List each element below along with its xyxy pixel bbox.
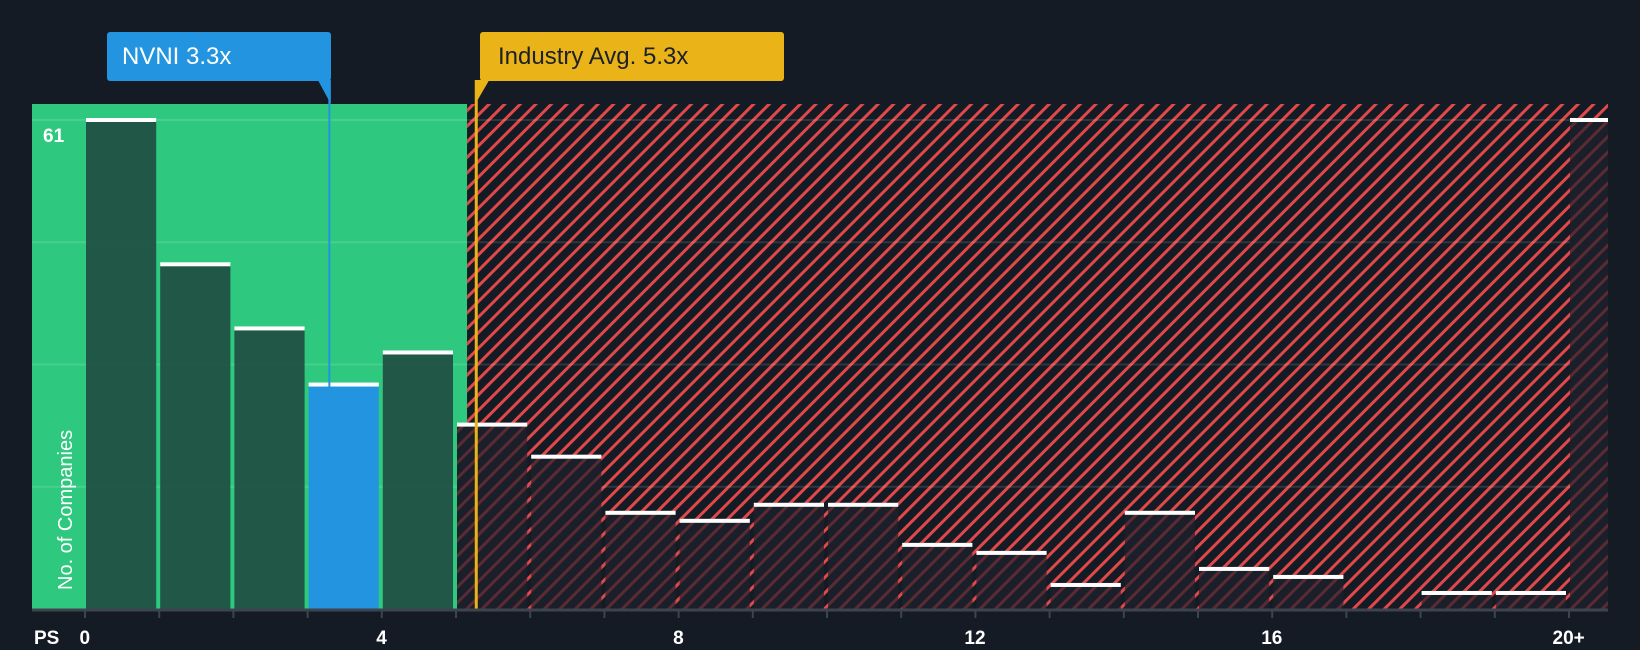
x-tick-label: 4	[376, 628, 387, 649]
histogram-bar-top	[828, 502, 899, 507]
histogram-bar	[160, 264, 231, 609]
histogram-bar	[605, 512, 676, 609]
company-ps-callout: NVNI 3.3x	[107, 32, 331, 81]
histogram-bar-top	[1421, 590, 1492, 595]
histogram-bar	[457, 424, 528, 609]
x-tick-label: 0	[79, 628, 91, 649]
histogram-bar	[679, 520, 750, 609]
histogram-bar-top	[531, 454, 602, 459]
histogram-bar	[828, 504, 899, 609]
industry-callout-pointer	[475, 80, 490, 104]
histogram-bar	[382, 352, 453, 609]
histogram-bar-top	[86, 118, 157, 122]
histogram-bar-top	[902, 542, 973, 547]
histogram-bar	[86, 120, 157, 609]
histogram-bar	[234, 328, 305, 609]
histogram-bar	[1273, 576, 1344, 609]
histogram-bar-top	[605, 510, 676, 515]
histogram-bar-top	[1050, 582, 1121, 587]
histogram-bar-top	[1570, 118, 1608, 122]
x-tick-label: 8	[673, 628, 684, 649]
histogram-bar	[1570, 120, 1608, 609]
histogram-bar	[1124, 512, 1195, 609]
histogram-bar	[976, 552, 1047, 609]
histogram-bar-top	[1495, 590, 1566, 595]
industry-average-callout: Industry Avg. 5.3x	[480, 32, 784, 81]
histogram-bar-top	[1124, 510, 1195, 515]
x-tick-label: 12	[964, 628, 986, 649]
histogram-bar-top	[160, 262, 231, 267]
x-tick-label: 16	[1261, 628, 1283, 649]
x-tick-label: 20+	[1552, 628, 1585, 649]
histogram-bar-top	[308, 382, 379, 387]
histogram-bar	[902, 544, 973, 609]
histogram-bar	[1199, 568, 1270, 609]
histogram-bar-top	[234, 326, 305, 331]
histogram-bar	[1050, 584, 1121, 609]
histogram-bar	[308, 384, 379, 609]
histogram-bar	[753, 504, 824, 609]
histogram-bar-top	[382, 350, 453, 355]
histogram-bar-top	[976, 550, 1047, 555]
company-callout-pointer	[317, 80, 331, 104]
histogram-bar-top	[679, 518, 750, 523]
x-axis-title: PS	[34, 628, 60, 649]
histogram-bar-top	[1199, 566, 1270, 571]
y-axis-title: No. of Companies	[55, 429, 77, 590]
y-axis-max-label: 61	[43, 126, 65, 147]
histogram-bar-top	[753, 502, 824, 507]
histogram-bar	[1421, 592, 1492, 609]
histogram-bar	[1495, 592, 1566, 609]
histogram-bar	[531, 456, 602, 609]
histogram-bar-top	[1273, 574, 1344, 579]
histogram-bar-top	[457, 422, 528, 427]
